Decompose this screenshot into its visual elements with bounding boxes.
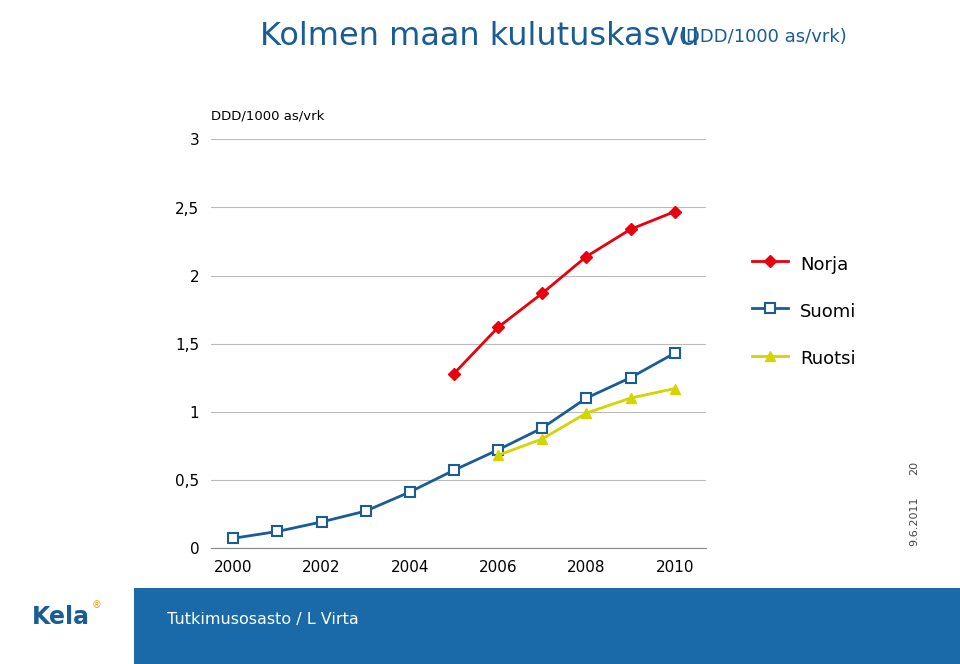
Text: (DDD/1000 as/vrk): (DDD/1000 as/vrk) — [680, 27, 847, 46]
Text: ®: ® — [92, 600, 102, 610]
Text: DDD/1000 as/vrk: DDD/1000 as/vrk — [211, 110, 324, 123]
Legend: Norja, Suomi, Ruotsi: Norja, Suomi, Ruotsi — [744, 246, 864, 376]
Text: Tutkimusosasto / L Virta: Tutkimusosasto / L Virta — [167, 612, 359, 627]
Text: 9.6.2011: 9.6.2011 — [909, 497, 919, 546]
Text: 20: 20 — [909, 461, 919, 475]
Text: Kolmen maan kulutuskasvu: Kolmen maan kulutuskasvu — [260, 21, 700, 52]
Text: Kela: Kela — [32, 605, 89, 629]
